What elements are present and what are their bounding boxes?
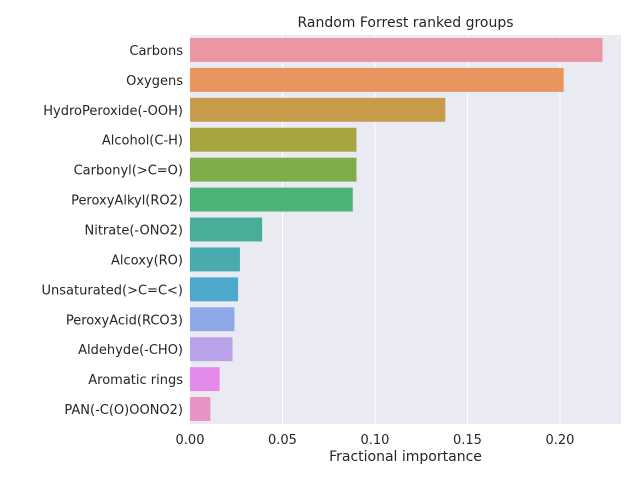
y-tick-label-2: HydroPeroxide(-OOH) <box>43 104 183 119</box>
y-tick-label-6: Nitrate(-ONO2) <box>85 224 184 239</box>
x-tick-label-0: 0.00 <box>176 433 205 448</box>
bar-11 <box>190 367 220 392</box>
y-tick-label-10: Aldehyde(-CHO) <box>78 343 183 358</box>
chart-title: Random Forrest ranked groups <box>297 15 513 31</box>
bar-9 <box>190 307 235 332</box>
bar-2 <box>190 97 446 122</box>
y-tick-label-3: Alcohol(C-H) <box>102 134 183 149</box>
y-tick-label-4: Carbonyl(>C=O) <box>74 164 183 179</box>
y-tick-label-8: Unsaturated(>C=C<) <box>42 283 183 298</box>
x-axis-label: Fractional importance <box>329 449 482 465</box>
x-tick-label-4: 0.20 <box>545 433 574 448</box>
y-tick-label-7: Alcoxy(RO) <box>111 253 183 268</box>
bar-0 <box>190 37 603 62</box>
bars <box>190 37 603 422</box>
bar-3 <box>190 127 357 152</box>
bar-6 <box>190 217 263 242</box>
y-tick-label-9: PeroxyAcid(RCO3) <box>66 313 183 328</box>
y-tick-label-12: PAN(-C(O)OONO2) <box>64 403 183 418</box>
y-tick-label-5: PeroxyAlkyl(RO2) <box>71 194 183 209</box>
x-tick-label-2: 0.10 <box>361 433 390 448</box>
y-tick-label-1: Oxygens <box>126 74 183 89</box>
x-tick-label-1: 0.05 <box>268 433 297 448</box>
bar-5 <box>190 187 353 212</box>
x-tick-labels: 0.00 0.05 0.10 0.15 0.20 <box>176 433 575 448</box>
x-tick-label-3: 0.15 <box>453 433 482 448</box>
y-tick-label-11: Aromatic rings <box>88 373 183 388</box>
bar-4 <box>190 157 357 182</box>
bar-12 <box>190 397 211 422</box>
y-tick-label-0: Carbons <box>129 44 183 59</box>
bar-8 <box>190 277 239 302</box>
bar-1 <box>190 67 564 92</box>
bar-10 <box>190 337 233 362</box>
bar-7 <box>190 247 240 272</box>
y-tick-labels: Carbons Oxygens HydroPeroxide(-OOH) Alcohol… <box>42 44 184 418</box>
